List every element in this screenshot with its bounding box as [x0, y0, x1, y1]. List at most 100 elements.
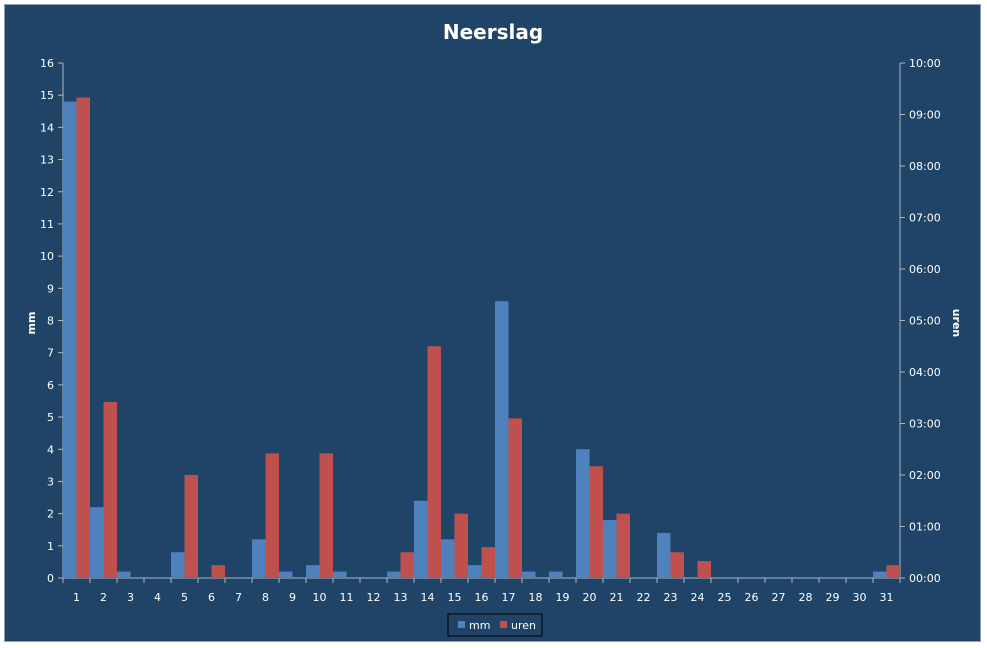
y-tick-label: 12 — [40, 186, 54, 199]
x-tick-label: 22 — [637, 591, 651, 604]
x-tick-label: 17 — [502, 591, 516, 604]
bar-uren — [76, 97, 90, 578]
bar-uren — [211, 565, 225, 578]
y-tick-label: 3 — [47, 475, 54, 488]
y-tick-label: 0 — [47, 572, 54, 585]
x-tick-label: 2 — [100, 591, 107, 604]
y-tick-label: 15 — [40, 89, 54, 102]
bar-mm — [441, 539, 455, 578]
legend: mm uren — [447, 613, 543, 637]
bar-mm — [549, 571, 563, 578]
x-tick-label: 1 — [73, 591, 80, 604]
x-tick-label: 4 — [154, 591, 161, 604]
y-tick-label: 14 — [40, 121, 54, 134]
x-tick-label: 24 — [691, 591, 705, 604]
chart-area: Neerslag 0 1 2 3 4 5 6 7 8 9 10 11 12 13 14 15 16 00:00 01… — [4, 4, 981, 642]
x-tick-label: 29 — [826, 591, 840, 604]
bar-uren — [103, 401, 117, 578]
y-tick-label: 9 — [47, 282, 54, 295]
x-tick-label: 9 — [289, 591, 296, 604]
y2-tick-label: 06:00 — [909, 263, 941, 276]
bar-uren — [400, 552, 414, 578]
x-tick-label: 3 — [127, 591, 134, 604]
bar-uren — [454, 513, 468, 578]
bar-mm — [171, 552, 185, 578]
x-tick-label: 14 — [421, 591, 435, 604]
y-tick-label: 7 — [47, 347, 54, 360]
y-tick-label: 4 — [47, 443, 54, 456]
bar-uren — [427, 346, 441, 578]
y2-tick-label: 01:00 — [909, 521, 941, 534]
y2-tick-label: 04:00 — [909, 366, 941, 379]
bar-mm — [90, 507, 104, 578]
x-tick-label: 6 — [208, 591, 215, 604]
y2-tick-label: 00:00 — [909, 572, 941, 585]
y2-tick-label: 03:00 — [909, 418, 941, 431]
legend-label-uren: uren — [511, 619, 536, 632]
x-tick-label: 5 — [181, 591, 188, 604]
x-tick-label: 15 — [448, 591, 462, 604]
bar-mm — [117, 571, 131, 578]
y2-tick-label: 05:00 — [909, 315, 941, 328]
bar-mm — [387, 571, 401, 578]
x-tick-label: 21 — [610, 591, 624, 604]
bar-uren — [184, 475, 198, 578]
bar-mm — [657, 532, 671, 578]
x-tick-label: 31 — [880, 591, 894, 604]
bar-mm — [495, 301, 509, 578]
x-tick-label: 8 — [262, 591, 269, 604]
bar-uren — [670, 552, 684, 578]
x-tick-label: 23 — [664, 591, 678, 604]
bar-mm — [873, 571, 887, 578]
y2-tick-label: 10:00 — [909, 57, 941, 70]
bar-mm — [306, 565, 320, 578]
y-tick-label: 16 — [40, 57, 54, 70]
y-tick-label: 11 — [40, 218, 54, 231]
bar-mm — [468, 565, 482, 578]
x-tick-label: 12 — [367, 591, 381, 604]
y-tick-label: 8 — [47, 315, 54, 328]
bar-uren — [265, 453, 279, 578]
x-tick-label: 27 — [772, 591, 786, 604]
legend-label-mm: mm — [469, 619, 490, 632]
y-tick-label: 6 — [47, 379, 54, 392]
bar-mm — [603, 520, 617, 578]
bar-uren — [589, 466, 603, 578]
y2-tick-label: 08:00 — [909, 160, 941, 173]
x-tick-label: 7 — [235, 591, 242, 604]
bar-mm — [63, 101, 77, 578]
bar-uren — [697, 561, 711, 578]
y-axis-title: mm — [25, 312, 38, 335]
bar-mm — [522, 571, 536, 578]
bar-uren — [886, 565, 900, 578]
x-tick-label: 18 — [529, 591, 543, 604]
y-tick-label: 13 — [40, 154, 54, 167]
x-tick-label: 25 — [718, 591, 732, 604]
x-tick-label: 20 — [583, 591, 597, 604]
legend-swatch-uren — [500, 621, 507, 628]
x-tick-label: 30 — [853, 591, 867, 604]
x-tick-label: 13 — [394, 591, 408, 604]
y-tick-label: 5 — [47, 411, 54, 424]
y-tick-label: 2 — [47, 508, 54, 521]
y-tick-label: 10 — [40, 250, 54, 263]
bar-uren — [319, 453, 333, 578]
x-tick-label: 10 — [313, 591, 327, 604]
bar-mm — [279, 571, 293, 578]
bar-mm — [414, 500, 428, 578]
x-tick-label: 16 — [475, 591, 489, 604]
y-tick-label: 1 — [47, 540, 54, 553]
bar-mm — [252, 539, 266, 578]
y2-tick-label: 02:00 — [909, 469, 941, 482]
legend-box — [447, 613, 543, 637]
chart-canvas: Neerslag 01234567891011121314151600:0001… — [25, 20, 963, 637]
plot-area: 01234567891011121314151600:0001:0002:000… — [40, 57, 941, 604]
x-tick-label: 26 — [745, 591, 759, 604]
chart-title: Neerslag — [443, 20, 543, 44]
bar-uren — [481, 547, 495, 578]
x-tick-label: 11 — [340, 591, 354, 604]
y2-tick-label: 07:00 — [909, 212, 941, 225]
x-tick-label: 19 — [556, 591, 570, 604]
bar-mm — [333, 571, 347, 578]
x-tick-label: 28 — [799, 591, 813, 604]
